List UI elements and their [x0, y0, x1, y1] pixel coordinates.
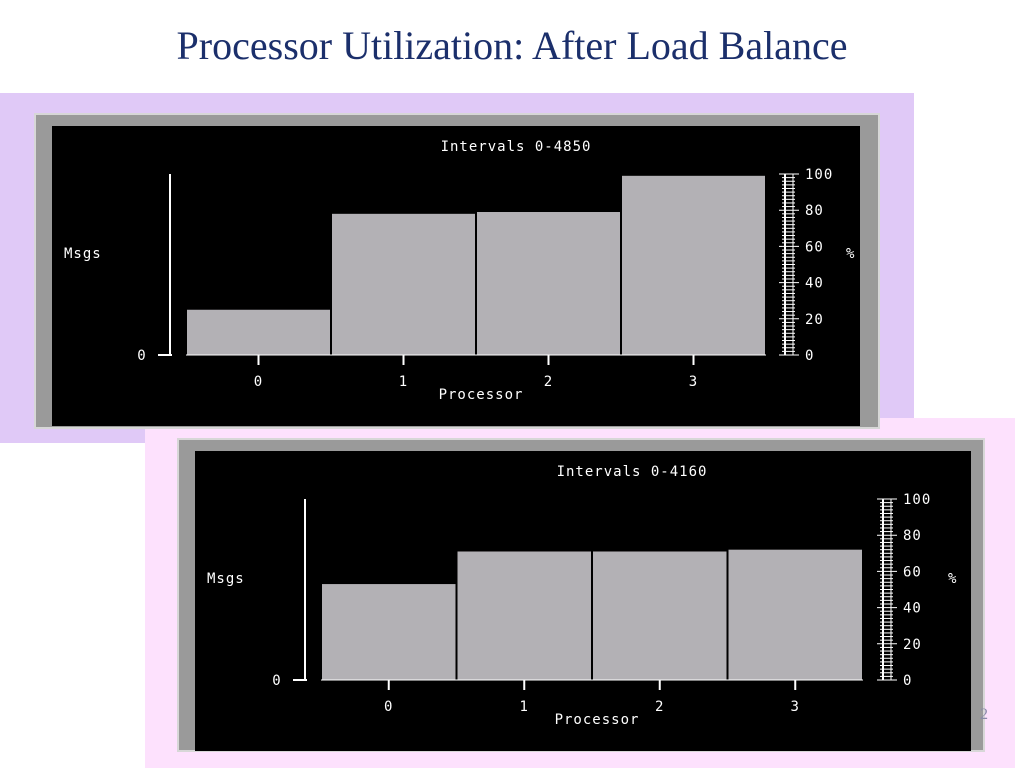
x-tick-label: 1	[399, 374, 408, 390]
bar-processor-0	[187, 309, 330, 355]
percent-axis-label: %	[846, 246, 855, 262]
percent-tick-label: 80	[805, 203, 824, 219]
x-tick-label: 0	[384, 699, 393, 715]
percent-tick-label: 20	[903, 637, 922, 653]
bar-processor-3	[622, 175, 765, 355]
chart-bottom: 0 1 2 3 0 Msgs 0 20 40 60 80 100% Intervals 0-4160 Pr…	[195, 451, 971, 751]
bar-processor-2	[477, 212, 620, 355]
x-tick-label: 2	[655, 699, 664, 715]
chart-screenshot-bottom: 0 1 2 3 0 Msgs 0 20 40 60 80 100% Intervals 0-4160 Pr…	[177, 438, 985, 752]
y-axis-label: Msgs	[64, 246, 102, 262]
y-tick-label: 0	[272, 673, 281, 689]
chart-title: Intervals 0-4850	[441, 139, 592, 155]
y-tick-label: 0	[137, 348, 146, 364]
percent-tick-label: 20	[805, 312, 824, 328]
x-tick-label: 1	[520, 699, 529, 715]
bar-processor-1	[457, 551, 591, 680]
percent-tick-label: 80	[903, 528, 922, 544]
chart-screenshot-top: 0 1 2 3 0 Msgs 0 20 40 60 80 100% Intervals 0-4850 Pr…	[34, 113, 880, 429]
percent-tick-label: 0	[903, 673, 912, 689]
x-axis-label: Processor	[555, 712, 640, 728]
percent-tick-label: 60	[903, 564, 922, 580]
percent-tick-label: 40	[805, 276, 824, 292]
x-tick-label: 2	[544, 374, 553, 390]
percent-tick-label: 0	[805, 348, 814, 364]
chart-top: 0 1 2 3 0 Msgs 0 20 40 60 80 100% Intervals 0-4850 Pr…	[52, 126, 860, 426]
chart-title: Intervals 0-4160	[557, 464, 708, 480]
x-tick-label: 0	[254, 374, 263, 390]
x-tick-label: 3	[791, 699, 800, 715]
x-tick-label: 3	[689, 374, 698, 390]
x-axis-label: Processor	[439, 387, 524, 403]
percent-tick-label: 40	[903, 601, 922, 617]
percent-axis-label: %	[948, 571, 957, 587]
slide-title: Processor Utilization: After Load Balanc…	[176, 23, 848, 68]
bar-processor-1	[332, 213, 475, 355]
page-number: 2	[980, 706, 988, 723]
percent-tick-label: 100	[903, 492, 931, 508]
bar-processor-0	[322, 584, 456, 680]
bar-processor-3	[728, 549, 862, 680]
percent-tick-label: 60	[805, 239, 824, 255]
bar-processor-2	[593, 551, 727, 680]
y-axis-label: Msgs	[207, 571, 245, 587]
percent-tick-label: 100	[805, 167, 833, 183]
